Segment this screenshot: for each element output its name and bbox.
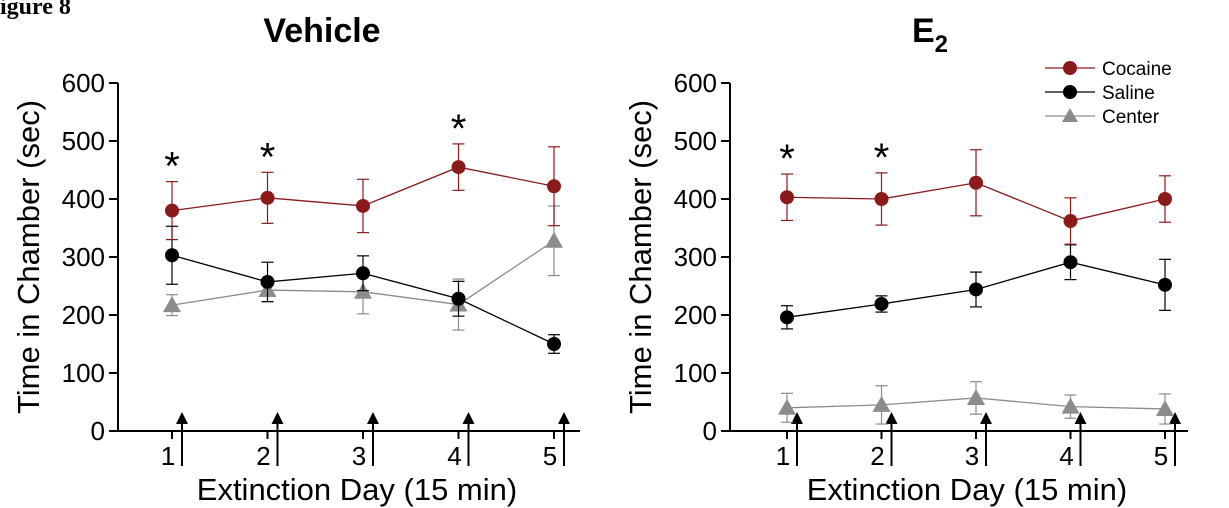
- data-point: [1158, 277, 1172, 292]
- data-point: [969, 175, 983, 190]
- data-point: [165, 203, 179, 218]
- legend-label: Center: [1102, 107, 1160, 128]
- y-axis-label: Time in Chamber (sec): [623, 100, 658, 414]
- data-point: [967, 388, 985, 405]
- legend-marker: [1062, 108, 1078, 122]
- x-axis-label: Extinction Day (15 min): [197, 472, 517, 507]
- chart-title: E2: [912, 12, 948, 58]
- data-point: [780, 310, 794, 325]
- data-point: [547, 337, 561, 351]
- data-point: [260, 274, 275, 289]
- panel-vehicle: Vehicle 0 100 200 300 400 500 600 1 2 3 4 5 Extinctio…: [11, 12, 580, 507]
- legend-marker: [1063, 61, 1077, 75]
- extinction-arrow-head: [176, 412, 188, 424]
- extinction-arrow-head: [980, 412, 992, 424]
- x-tick-label: 3: [352, 441, 366, 471]
- y-tick-label: 200: [674, 300, 717, 330]
- legend-label: Saline: [1102, 83, 1155, 104]
- y-tick-label: 600: [62, 68, 105, 98]
- x-tick-label: 4: [447, 441, 461, 471]
- x-tick-label: 4: [1059, 441, 1073, 471]
- y-tick-label: 300: [674, 242, 717, 272]
- series-cocaine: [780, 149, 1172, 245]
- y-tick-label: 100: [674, 358, 717, 388]
- extinction-arrow-head: [1074, 412, 1087, 424]
- extinction-arrow-head: [462, 412, 475, 424]
- data-point: [778, 398, 796, 415]
- x-tick-label: 3: [965, 441, 979, 471]
- y-tick-label: 500: [674, 126, 717, 156]
- y-tick-label: 600: [674, 68, 717, 98]
- x-tick-label: 2: [256, 441, 270, 471]
- extinction-arrow-head: [1169, 412, 1181, 424]
- figure-label: igure 8: [0, 0, 71, 20]
- data-point: [1156, 399, 1174, 416]
- x-tick-label: 1: [776, 441, 790, 471]
- series-saline: [780, 244, 1172, 330]
- data-point: [874, 296, 889, 311]
- legend-label: Cocaine: [1102, 59, 1172, 80]
- data-point: [874, 192, 889, 206]
- data-point: [451, 291, 466, 306]
- y-tick-label: 200: [62, 300, 105, 330]
- extinction-arrow-head: [558, 412, 570, 424]
- series-center: [778, 381, 1174, 425]
- y-tick-label: 0: [91, 416, 105, 446]
- data-point: [872, 395, 891, 412]
- significance-star: *: [874, 136, 890, 180]
- data-point: [356, 266, 370, 281]
- chart-title-subscript: 2: [935, 31, 948, 58]
- data-point: [1063, 255, 1078, 270]
- data-point: [969, 282, 983, 297]
- significance-star: *: [451, 107, 467, 151]
- legend-item-saline: Saline: [1045, 83, 1155, 104]
- y-axis-label: Time in Chamber (sec): [11, 100, 46, 414]
- legend: Cocaine Saline Center: [1045, 59, 1172, 128]
- x-tick-label: 5: [543, 441, 557, 471]
- data-point: [1063, 214, 1078, 229]
- data-point: [165, 248, 179, 263]
- x-tick-label: 1: [161, 441, 175, 471]
- data-point: [1061, 397, 1080, 414]
- chart-title: Vehicle: [263, 12, 380, 50]
- series-saline: [165, 225, 561, 354]
- data-point: [163, 296, 181, 313]
- x-axis-label: Extinction Day (15 min): [807, 472, 1127, 507]
- significance-star: *: [164, 145, 180, 189]
- x-tick-label: 5: [1154, 441, 1168, 471]
- y-tick-label: 500: [62, 126, 105, 156]
- data-point: [451, 160, 466, 175]
- legend-item-center: Center: [1045, 107, 1160, 128]
- data-point: [547, 179, 561, 194]
- data-point: [545, 231, 563, 248]
- significance-star: *: [260, 135, 276, 179]
- series-cocaine: [165, 143, 561, 241]
- data-point: [260, 190, 275, 205]
- significance-star: *: [779, 137, 795, 181]
- extinction-arrow-head: [367, 412, 379, 424]
- data-point: [1158, 192, 1172, 206]
- y-tick-label: 100: [62, 358, 105, 388]
- y-tick-label: 0: [703, 416, 717, 446]
- extinction-arrow-head: [791, 412, 803, 424]
- y-tick-label: 400: [674, 184, 717, 214]
- data-point: [780, 190, 794, 205]
- y-tick-label: 300: [62, 242, 105, 272]
- x-tick-label: 2: [870, 441, 884, 471]
- data-point: [356, 198, 370, 213]
- extinction-arrow-head: [885, 412, 898, 424]
- extinction-arrow-head: [271, 412, 284, 424]
- legend-marker: [1063, 85, 1077, 99]
- y-tick-label: 400: [62, 184, 105, 214]
- legend-item-cocaine: Cocaine: [1045, 59, 1172, 80]
